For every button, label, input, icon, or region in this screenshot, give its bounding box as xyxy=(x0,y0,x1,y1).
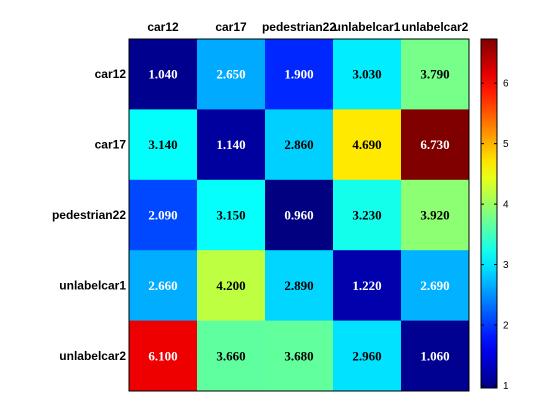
heatmap-cell xyxy=(197,39,266,110)
heatmap-cell xyxy=(333,179,402,251)
colorbar: 1 2 3 4 5 6 xyxy=(480,38,509,392)
colorbar-tick-label: 5 xyxy=(503,139,509,150)
row-label: car17 xyxy=(95,138,127,152)
heatmap-cell-labels: 1.040 2.650 1.900 3.030 3.790 3.140 1.140 2.860… xyxy=(148,67,449,364)
cell-value-label: 1.900 xyxy=(284,67,313,82)
heatmap-cell xyxy=(129,39,198,110)
heatmap-cell xyxy=(265,39,334,110)
cell-value-label: 2.660 xyxy=(148,278,177,293)
heatmap-cell xyxy=(197,179,266,251)
colorbar-tick-label: 4 xyxy=(503,200,509,211)
cell-value-label: 2.650 xyxy=(216,67,245,82)
column-label: car12 xyxy=(147,20,179,34)
cell-value-label: 2.890 xyxy=(284,278,313,293)
heatmap-cell xyxy=(129,179,198,251)
heatmap-cell xyxy=(197,320,266,392)
heatmap-cell xyxy=(333,320,402,392)
heatmap-cell xyxy=(401,39,470,110)
heatmap-cell xyxy=(401,109,470,181)
cell-value-label: 4.200 xyxy=(216,278,245,293)
row-label: unlabelcar1 xyxy=(59,278,126,292)
heatmap-cell xyxy=(333,109,402,181)
heatmap-cell xyxy=(265,109,334,181)
heatmap-cell xyxy=(401,179,470,251)
row-label: pedestrian22 xyxy=(52,208,126,222)
heatmap-cell xyxy=(197,250,266,322)
colorbar-gradient xyxy=(480,38,498,389)
colorbar-tick-label: 1 xyxy=(503,381,509,392)
row-labels: car12 car17 pedestrian22 unlabelcar1 unlabel… xyxy=(52,67,126,363)
heatmap-cell xyxy=(401,250,470,322)
column-label: unlabelcar2 xyxy=(402,20,469,34)
row-label: car12 xyxy=(95,67,127,81)
colorbar-tick-label: 2 xyxy=(503,321,509,332)
cell-value-label: 2.090 xyxy=(148,208,177,223)
heatmap-cells xyxy=(129,39,470,392)
column-label: unlabelcar1 xyxy=(334,20,401,34)
plot-frame xyxy=(128,38,470,392)
cell-value-label: 2.960 xyxy=(352,348,381,363)
heatmap-cell xyxy=(401,320,470,392)
heatmap-cell xyxy=(265,320,334,392)
cell-value-label: 3.680 xyxy=(284,348,313,363)
cell-value-label: 1.220 xyxy=(352,278,381,293)
column-label: pedestrian22 xyxy=(262,20,336,34)
column-label: car17 xyxy=(215,20,247,34)
heatmap-cell xyxy=(129,109,198,181)
cell-value-label: 3.150 xyxy=(216,208,245,223)
cell-value-label: 6.100 xyxy=(148,348,177,363)
heatmap-cell xyxy=(333,250,402,322)
cell-value-label: 4.690 xyxy=(352,137,381,152)
cell-value-label: 1.040 xyxy=(148,67,177,82)
cell-value-label: 3.660 xyxy=(216,348,245,363)
heatmap-cell xyxy=(129,250,198,322)
row-label: unlabelcar2 xyxy=(59,349,126,363)
cell-value-label: 2.690 xyxy=(420,278,449,293)
colorbar-tick-label: 3 xyxy=(503,260,509,271)
cell-value-label: 1.060 xyxy=(420,348,449,363)
cell-value-label: 3.030 xyxy=(352,67,381,82)
heatmap-cell xyxy=(197,109,266,181)
colorbar-tick-label: 6 xyxy=(503,79,509,90)
cell-value-label: 3.230 xyxy=(352,208,381,223)
heatmap-cell xyxy=(265,179,334,251)
heatmap-cell xyxy=(265,250,334,322)
cell-value-label: 3.790 xyxy=(420,67,449,82)
cell-value-label: 1.140 xyxy=(216,137,245,152)
cell-value-label: 0.960 xyxy=(284,208,313,223)
cell-value-label: 3.920 xyxy=(420,208,449,223)
cell-value-label: 2.860 xyxy=(284,137,313,152)
cell-value-label: 6.730 xyxy=(420,137,449,152)
heatmap-cell xyxy=(129,320,198,392)
heatmap-cell xyxy=(333,39,402,110)
cell-value-label: 3.140 xyxy=(148,137,177,152)
